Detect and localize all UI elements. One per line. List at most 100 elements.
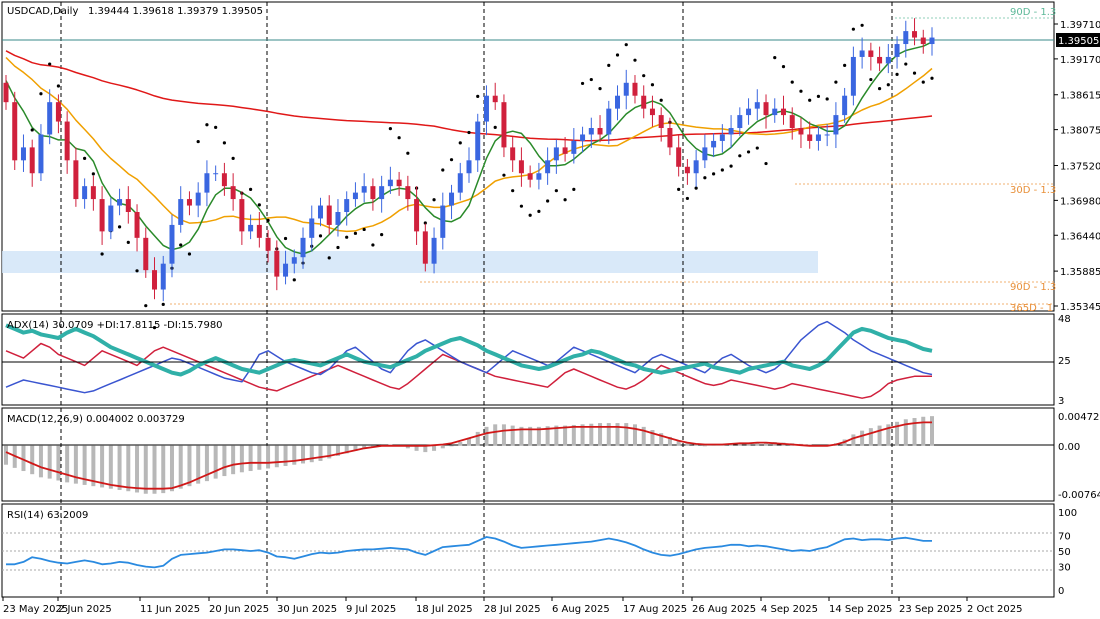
adx-tick-label: 48: [1058, 314, 1071, 325]
macd-panel-border: [1, 407, 1055, 502]
candle-body: [204, 173, 210, 193]
candle-body: [580, 134, 586, 141]
current-price-label: 1.39505: [1058, 36, 1099, 47]
sar-dot: [851, 27, 855, 31]
macd-bar: [641, 426, 646, 446]
sar-dot: [799, 89, 803, 93]
sar-dot: [336, 245, 340, 250]
macd-bar: [257, 445, 262, 470]
candle-body: [693, 160, 699, 174]
macd-bar: [903, 419, 908, 446]
candle-body: [195, 192, 201, 206]
macd-bar: [912, 418, 917, 446]
sar-dot: [196, 139, 200, 144]
candle-body: [12, 102, 18, 161]
sar-dot: [205, 123, 209, 127]
price-tick-label: 1.35345: [1060, 302, 1100, 313]
price-tick-label: 1.39170: [1060, 55, 1100, 66]
parabolic-sar: [30, 23, 934, 330]
sar-dot: [353, 231, 358, 235]
candle-body: [842, 95, 848, 116]
macd-bar: [895, 421, 900, 446]
rsi-path: [6, 536, 932, 569]
macd-bar: [519, 426, 524, 446]
candle-body: [641, 95, 647, 109]
price-tick-label: 1.38615: [1060, 91, 1100, 102]
macd-bar: [493, 424, 498, 446]
candle-body: [326, 205, 332, 225]
macd-bar: [47, 445, 52, 479]
candle-body: [615, 95, 621, 109]
price-tick-label: 1.35885: [1060, 267, 1100, 278]
macd-bar: [545, 426, 550, 446]
sar-dot: [39, 92, 43, 96]
candle-body: [239, 199, 245, 232]
candle-body: [780, 108, 786, 116]
sar-dot: [869, 77, 873, 82]
adx-lines: [5, 320, 933, 399]
macd-bar: [554, 425, 559, 446]
date-tick-label: 23 Sep 2025: [899, 604, 962, 615]
macd-bar: [624, 423, 629, 446]
rsi-tick-label: 0: [1058, 586, 1064, 597]
macd-bar: [606, 423, 611, 446]
sar-dot: [117, 225, 122, 229]
macd-bar: [169, 445, 174, 492]
sar-dot: [528, 213, 532, 217]
candle-body: [134, 212, 140, 238]
date-tick-label: 17 Aug 2025: [623, 604, 687, 615]
candle-body: [754, 102, 760, 109]
macd-bar: [921, 416, 926, 446]
sar-dot: [502, 173, 506, 177]
sar-dot: [554, 189, 558, 193]
candle-body: [545, 160, 551, 174]
candle-body: [728, 128, 734, 135]
adx-minus-di-line: [5, 342, 932, 399]
adx-plus-di-line: [5, 320, 933, 394]
candle-body: [894, 44, 900, 57]
sar-dot: [187, 252, 192, 256]
rsi-tick-label: 50: [1058, 547, 1071, 558]
macd-bar: [309, 445, 314, 463]
candle-body: [702, 147, 708, 161]
sar-dot: [362, 227, 366, 232]
macd-bar: [440, 445, 445, 449]
candle-body: [47, 102, 53, 135]
candle-body: [807, 134, 813, 141]
sar-dot: [56, 84, 61, 88]
price-tick-label: 1.36440: [1060, 231, 1100, 242]
macd-bar: [755, 442, 760, 446]
level-30d-label: 30D - 1.3: [1010, 185, 1056, 196]
sar-dot: [476, 94, 480, 98]
date-tick-label: 14 Sep 2025: [829, 604, 892, 615]
macd-histogram: [4, 416, 934, 494]
macd-bar: [510, 425, 515, 446]
ma-green-line: [5, 41, 933, 255]
candle-body: [457, 173, 463, 193]
macd-bar: [432, 445, 437, 451]
candle-body: [929, 37, 935, 45]
candle-body: [903, 31, 909, 45]
macd-bar: [711, 445, 716, 446]
sar-dot: [703, 176, 707, 180]
macd-bar: [930, 416, 934, 446]
sar-dot: [720, 168, 724, 172]
candle-body: [920, 37, 926, 45]
candle-body: [833, 115, 839, 135]
sar-dot: [904, 62, 908, 66]
macd-bar: [335, 445, 340, 456]
macd-bar: [729, 443, 734, 446]
date-tick-label: 28 Jul 2025: [484, 604, 541, 615]
sar-dot: [83, 156, 87, 160]
macd-bar: [851, 434, 856, 446]
date-tick-label: 18 Jul 2025: [416, 604, 473, 615]
candle-body: [178, 199, 184, 225]
candle-body: [859, 50, 865, 57]
candle-body: [73, 160, 79, 200]
date-tick-label: 30 Jun 2025: [277, 604, 337, 615]
macd-bar: [475, 431, 480, 446]
sar-dot: [546, 199, 550, 203]
price-axis: 1.39710 1.39170 1.38615 1.38075 1.37520 1.369…: [1054, 20, 1100, 313]
ma-orange-line: [5, 56, 933, 233]
